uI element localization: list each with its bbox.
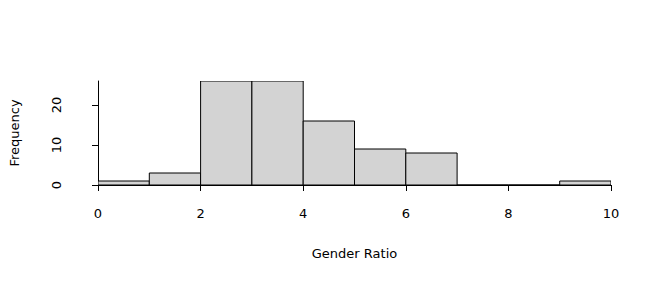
svg-text:0: 0 xyxy=(49,181,64,189)
svg-text:Gender Ratio: Gender Ratio xyxy=(312,246,397,261)
svg-text:Frequency: Frequency xyxy=(7,99,22,166)
svg-text:0: 0 xyxy=(94,206,102,221)
svg-text:20: 20 xyxy=(49,97,64,114)
svg-text:4: 4 xyxy=(299,206,307,221)
svg-text:2: 2 xyxy=(196,206,204,221)
svg-text:8: 8 xyxy=(504,206,512,221)
svg-text:10: 10 xyxy=(49,137,64,154)
svg-text:6: 6 xyxy=(402,206,410,221)
svg-text:10: 10 xyxy=(603,206,620,221)
